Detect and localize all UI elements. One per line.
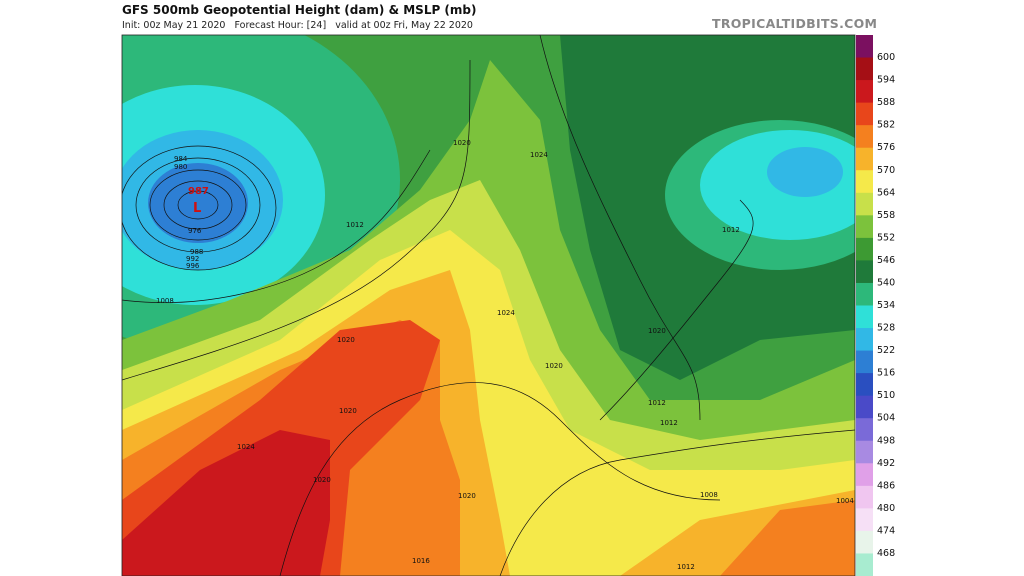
isobar-label: 980 bbox=[174, 163, 187, 171]
colorbar-label: 564 bbox=[877, 187, 895, 198]
colorbar-segment bbox=[856, 530, 873, 554]
subtitle: Init: 00z May 21 2020 Forecast Hour: [24… bbox=[122, 20, 473, 31]
colorbar-label: 600 bbox=[877, 52, 895, 63]
colorbar-segment bbox=[856, 553, 873, 576]
colorbar-segment bbox=[856, 418, 873, 442]
colorbar-label: 498 bbox=[877, 435, 895, 446]
colorbar-segment bbox=[856, 80, 873, 104]
isobar-label: 1020 bbox=[458, 492, 476, 500]
colorbar-label: 534 bbox=[877, 300, 895, 311]
colorbar-label: 558 bbox=[877, 210, 895, 221]
colorbar-label: 468 bbox=[877, 548, 895, 559]
isobar-label: 1012 bbox=[648, 399, 666, 407]
isobar-label: 1004 bbox=[836, 497, 854, 505]
colorbar-segment bbox=[856, 260, 873, 284]
colorbar-label: 528 bbox=[877, 323, 895, 334]
colorbar-label: 582 bbox=[877, 120, 895, 131]
colorbar-label: 594 bbox=[877, 75, 895, 86]
isobar-label: 1020 bbox=[648, 327, 666, 335]
colorbar-segment bbox=[856, 102, 873, 126]
colorbar-label: 552 bbox=[877, 232, 895, 243]
isobar-label: 988 bbox=[190, 248, 203, 256]
isobar-label: 984 bbox=[174, 155, 188, 163]
colorbar-label: 522 bbox=[877, 345, 895, 356]
title: GFS 500mb Geopotential Height (dam) & MS… bbox=[122, 3, 477, 17]
isobar-label: 1012 bbox=[677, 563, 695, 571]
isobar-label: 1020 bbox=[339, 407, 357, 415]
colorbar-segment bbox=[856, 125, 873, 149]
map-fill bbox=[122, 35, 855, 576]
colorbar-segment bbox=[856, 305, 873, 329]
colorbar-label: 570 bbox=[877, 165, 895, 176]
colorbar: 600 594 588 582 576 570 564 558 552 546 540 534 528 5… bbox=[856, 35, 895, 576]
isobar-label: 1016 bbox=[412, 557, 430, 565]
colorbar-segment bbox=[856, 328, 873, 352]
colorbar-label: 576 bbox=[877, 142, 895, 153]
isobar-label: 1024 bbox=[237, 443, 255, 451]
colorbar-segment bbox=[856, 508, 873, 532]
colorbar-segment bbox=[856, 57, 873, 81]
site-link: TROPICALTIDBITS.COM bbox=[712, 16, 878, 31]
isobar-label: 1024 bbox=[530, 151, 548, 159]
isobar-label: 1020 bbox=[337, 336, 355, 344]
colorbar-segment bbox=[856, 350, 873, 374]
colorbar-label: 510 bbox=[877, 390, 895, 401]
colorbar-label: 588 bbox=[877, 97, 895, 108]
colorbar-label: 546 bbox=[877, 255, 895, 266]
isobar-label: 976 bbox=[188, 227, 202, 235]
isobar-label: 1012 bbox=[660, 419, 678, 427]
colorbar-segment bbox=[856, 395, 873, 419]
colorbar-segment bbox=[856, 440, 873, 464]
isobar-label: 1012 bbox=[722, 226, 740, 234]
colorbar-label: 474 bbox=[877, 525, 895, 536]
colorbar-segment bbox=[856, 35, 873, 59]
colorbar-segment bbox=[856, 147, 873, 171]
isobar-label: 1024 bbox=[497, 309, 515, 317]
colorbar-label: 492 bbox=[877, 458, 895, 469]
colorbar-segment bbox=[856, 282, 873, 306]
colorbar-segment bbox=[856, 485, 873, 509]
isobar-label: 1020 bbox=[545, 362, 563, 370]
isobar-label: 1012 bbox=[346, 221, 364, 229]
colorbar-label: 504 bbox=[877, 413, 895, 424]
isobar-label: 992 bbox=[186, 255, 199, 263]
colorbar-segment bbox=[856, 192, 873, 216]
isobar-label: 1020 bbox=[313, 476, 331, 484]
colorbar-label: 480 bbox=[877, 503, 895, 514]
colorbar-segment bbox=[856, 463, 873, 487]
low-value: 987 bbox=[188, 186, 209, 197]
colorbar-segment bbox=[856, 373, 873, 397]
colorbar-segment bbox=[856, 170, 873, 194]
colorbar-label: 540 bbox=[877, 277, 895, 288]
isobar-label: 1008 bbox=[700, 491, 718, 499]
colorbar-label: 516 bbox=[877, 368, 895, 379]
isobar-label: 1008 bbox=[156, 297, 174, 305]
colorbar-segment bbox=[856, 237, 873, 261]
isobar-label: 1020 bbox=[453, 139, 471, 147]
isobar-label: 996 bbox=[186, 262, 200, 270]
low-marker: L bbox=[193, 201, 201, 216]
colorbar-segment bbox=[856, 215, 873, 239]
colorbar-label: 486 bbox=[877, 480, 895, 491]
